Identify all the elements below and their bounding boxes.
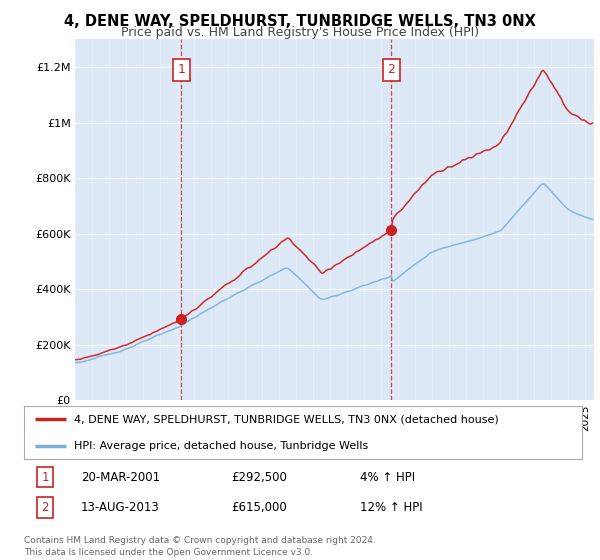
- Text: 2: 2: [41, 501, 49, 514]
- Text: 1: 1: [178, 63, 185, 76]
- Text: 4, DENE WAY, SPELDHURST, TUNBRIDGE WELLS, TN3 0NX: 4, DENE WAY, SPELDHURST, TUNBRIDGE WELLS…: [64, 14, 536, 29]
- Text: 20-MAR-2001: 20-MAR-2001: [81, 470, 160, 484]
- Text: 4% ↑ HPI: 4% ↑ HPI: [360, 470, 415, 484]
- Text: 2: 2: [387, 63, 395, 76]
- Text: Contains HM Land Registry data © Crown copyright and database right 2024.
This d: Contains HM Land Registry data © Crown c…: [24, 536, 376, 557]
- Text: 12% ↑ HPI: 12% ↑ HPI: [360, 501, 422, 514]
- Text: HPI: Average price, detached house, Tunbridge Wells: HPI: Average price, detached house, Tunb…: [74, 441, 368, 451]
- Text: 1: 1: [41, 470, 49, 484]
- Text: £615,000: £615,000: [231, 501, 287, 514]
- Text: 13-AUG-2013: 13-AUG-2013: [81, 501, 160, 514]
- Text: 4, DENE WAY, SPELDHURST, TUNBRIDGE WELLS, TN3 0NX (detached house): 4, DENE WAY, SPELDHURST, TUNBRIDGE WELLS…: [74, 414, 499, 424]
- Text: £292,500: £292,500: [231, 470, 287, 484]
- Text: Price paid vs. HM Land Registry's House Price Index (HPI): Price paid vs. HM Land Registry's House …: [121, 26, 479, 39]
